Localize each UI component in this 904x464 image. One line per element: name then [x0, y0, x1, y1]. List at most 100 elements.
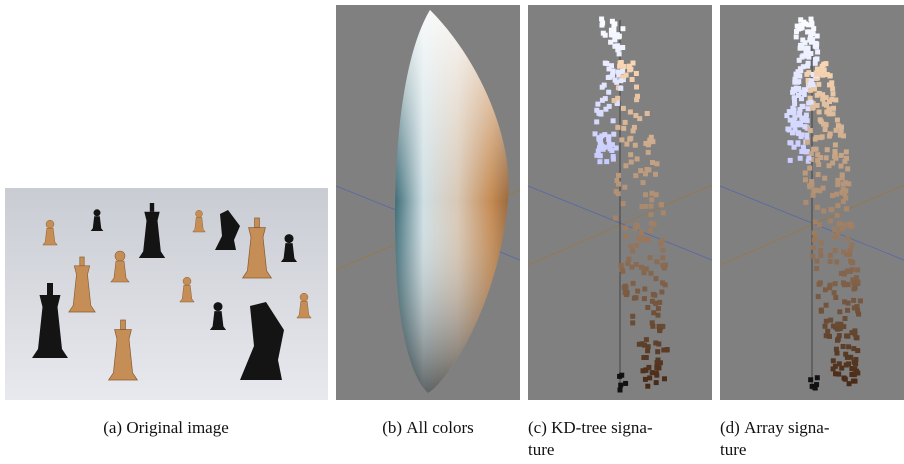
color-point	[632, 125, 637, 130]
color-point	[657, 328, 662, 333]
color-point	[620, 26, 625, 31]
color-point	[634, 295, 639, 300]
caption-label: (d)	[720, 418, 740, 437]
color-point	[816, 162, 821, 167]
color-point	[621, 201, 626, 206]
color-point	[662, 376, 667, 381]
color-point	[815, 205, 820, 210]
color-point	[830, 161, 835, 166]
caption-text: ture	[720, 440, 746, 459]
color-point	[594, 119, 599, 124]
color-point	[660, 280, 665, 285]
color-point	[820, 97, 825, 102]
color-point	[843, 180, 848, 185]
color-point	[810, 254, 815, 259]
color-point	[649, 221, 654, 226]
color-point	[642, 296, 647, 301]
color-point	[814, 72, 819, 77]
color-point	[617, 388, 622, 393]
color-point	[623, 120, 628, 125]
color-point	[815, 259, 820, 264]
color-point	[830, 193, 835, 198]
color-point	[660, 248, 665, 253]
color-point	[621, 106, 626, 111]
color-point	[796, 131, 801, 136]
color-point	[604, 159, 609, 164]
color-point	[634, 71, 639, 76]
color-point	[843, 316, 848, 321]
color-point	[654, 276, 659, 281]
color-point	[597, 159, 602, 164]
color-point	[631, 281, 636, 286]
color-point	[814, 135, 819, 140]
color-point	[790, 123, 795, 128]
color-point	[845, 355, 850, 360]
color-point	[604, 61, 609, 66]
color-point	[840, 226, 845, 231]
color-point	[852, 360, 857, 365]
color-point	[814, 147, 819, 152]
color-point	[832, 290, 837, 295]
color-point	[813, 219, 818, 224]
color-point	[854, 369, 859, 374]
color-point	[660, 255, 665, 260]
color-point	[611, 132, 616, 137]
color-point	[643, 204, 648, 209]
color-point	[611, 28, 616, 33]
color-point	[617, 64, 622, 69]
color-point	[847, 381, 852, 386]
color-point	[623, 225, 628, 230]
color-point	[851, 298, 856, 303]
color-point	[619, 137, 624, 142]
color-point	[622, 185, 627, 190]
color-point	[833, 295, 838, 300]
color-point	[646, 142, 651, 147]
color-point	[644, 337, 649, 342]
color-point	[846, 301, 851, 306]
color-point	[801, 64, 806, 69]
color-point	[638, 168, 643, 173]
color-point	[830, 86, 835, 91]
color-point	[649, 204, 654, 209]
color-point	[805, 140, 810, 145]
color-point	[834, 128, 839, 133]
color-point	[615, 178, 620, 183]
color-point	[653, 172, 658, 177]
color-point	[827, 99, 832, 104]
color-point	[824, 155, 829, 160]
color-point	[839, 366, 844, 371]
color-point	[634, 262, 639, 267]
color-point	[815, 50, 820, 55]
color-point	[651, 310, 656, 315]
color-point	[845, 236, 850, 241]
color-point	[808, 88, 813, 93]
color-point	[834, 156, 839, 161]
color-point	[656, 306, 661, 311]
color-point	[654, 380, 659, 385]
color-point	[647, 375, 652, 380]
color-point	[612, 37, 617, 42]
color-point	[630, 77, 635, 82]
color-point	[646, 150, 651, 155]
color-point	[616, 70, 621, 75]
color-point	[808, 128, 813, 133]
color-point	[828, 253, 833, 258]
color-point	[818, 248, 823, 253]
color-point	[806, 156, 811, 161]
color-point	[642, 287, 647, 292]
color-point	[663, 263, 668, 268]
color-point	[838, 133, 843, 138]
color-point	[800, 90, 805, 95]
color-point	[623, 163, 628, 168]
color-point	[839, 153, 844, 158]
color-point	[606, 90, 611, 95]
color-point	[627, 137, 632, 142]
color-point	[803, 171, 808, 176]
color-point	[654, 192, 659, 197]
color-point	[847, 221, 852, 226]
color-point	[813, 386, 818, 391]
caption-text: ture	[528, 440, 554, 459]
color-point	[807, 166, 812, 171]
color-point	[630, 249, 635, 254]
color-point	[826, 106, 831, 111]
